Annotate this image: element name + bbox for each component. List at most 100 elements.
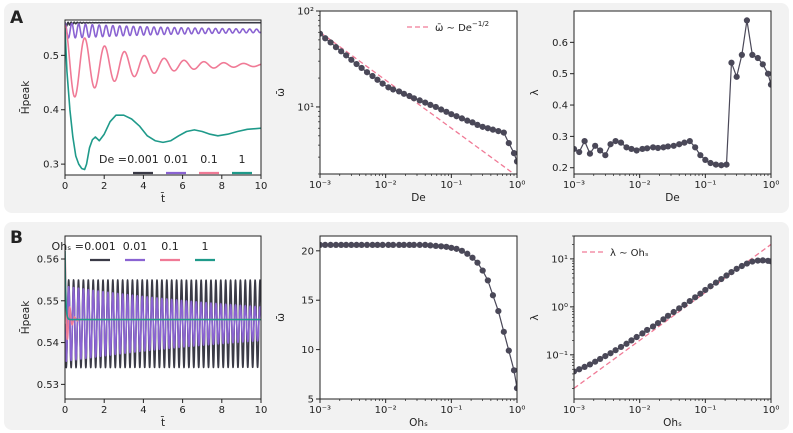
data-point bbox=[343, 241, 350, 248]
series-line-0.01 bbox=[65, 21, 261, 39]
data-point bbox=[432, 103, 439, 111]
data-point bbox=[495, 128, 502, 135]
chart-B2: 10⁻³ 10⁻² 10⁻¹ 10⁰ 5 10 15 20 Ohₛ ω̄ bbox=[275, 235, 526, 429]
data-point bbox=[681, 139, 688, 146]
data-point bbox=[664, 312, 672, 319]
data-point bbox=[686, 297, 693, 305]
data-point bbox=[670, 142, 677, 149]
data-point bbox=[438, 106, 445, 113]
data-point bbox=[723, 272, 730, 279]
reference-line bbox=[320, 31, 516, 174]
data-point bbox=[379, 80, 386, 87]
data-point bbox=[592, 142, 599, 149]
data-point bbox=[581, 137, 588, 145]
plot-frame bbox=[319, 235, 518, 400]
x-tick-label: 6 bbox=[179, 181, 185, 192]
x-tick-label: 10 bbox=[255, 405, 268, 416]
data-point bbox=[576, 366, 583, 373]
data-point bbox=[581, 363, 588, 371]
series-line-0.001 bbox=[65, 21, 261, 27]
data-point bbox=[484, 125, 491, 132]
legend-label: 0.01 bbox=[123, 240, 148, 253]
data-point bbox=[602, 152, 609, 159]
data-point bbox=[343, 52, 350, 59]
data-point bbox=[707, 283, 714, 290]
series-line-1 bbox=[65, 28, 261, 171]
x-axis-label: t̄ bbox=[160, 192, 165, 205]
data-point bbox=[749, 258, 756, 265]
data-point bbox=[500, 328, 507, 335]
y-tick-label: 20 bbox=[301, 246, 314, 257]
data-point bbox=[505, 347, 512, 354]
data-point bbox=[385, 84, 392, 91]
x-axis-label: Ohₛ bbox=[663, 417, 682, 429]
data-point bbox=[510, 150, 517, 157]
plot-content bbox=[320, 241, 517, 392]
data-point bbox=[327, 39, 334, 46]
data-point bbox=[327, 241, 334, 248]
data-point bbox=[754, 54, 761, 62]
data-point bbox=[416, 241, 423, 248]
data-point bbox=[702, 286, 709, 294]
data-point bbox=[458, 115, 466, 122]
data-point bbox=[728, 59, 735, 66]
data-point bbox=[479, 267, 486, 274]
data-point bbox=[390, 86, 397, 93]
data-point bbox=[458, 247, 466, 254]
data-point bbox=[697, 152, 704, 159]
data-point bbox=[743, 260, 751, 267]
x-axis-label: Ohₛ bbox=[409, 417, 428, 429]
data-point bbox=[338, 241, 345, 248]
data-point bbox=[358, 241, 365, 248]
data-point bbox=[505, 139, 512, 147]
data-point bbox=[660, 316, 667, 323]
data-point bbox=[484, 277, 491, 284]
data-point bbox=[363, 241, 371, 248]
data-point bbox=[633, 147, 640, 154]
data-point bbox=[623, 144, 630, 151]
data-point bbox=[448, 244, 455, 251]
x-tick-label: 10⁰ bbox=[763, 180, 780, 191]
data-point bbox=[400, 90, 408, 97]
data-point bbox=[438, 243, 445, 250]
x-tick-label: 2 bbox=[101, 181, 107, 192]
data-point bbox=[628, 337, 635, 344]
plot-content bbox=[320, 30, 517, 174]
x-tick-label: 10⁻² bbox=[375, 180, 397, 191]
data-point bbox=[586, 150, 594, 157]
data-point bbox=[702, 156, 709, 163]
data-point bbox=[469, 119, 476, 126]
x-tick-label: 10⁻³ bbox=[309, 180, 331, 191]
data-point bbox=[759, 61, 766, 68]
data-point bbox=[410, 241, 418, 248]
data-point bbox=[348, 241, 355, 248]
chart-A3: 10⁻³ 10⁻² 10⁻¹ 10⁰ 0.2 0.3 0.4 0.5 0.6 De λ bbox=[529, 10, 780, 204]
data-point bbox=[448, 111, 455, 118]
data-point bbox=[358, 64, 365, 72]
data-point bbox=[733, 73, 740, 80]
data-point bbox=[427, 242, 434, 249]
data-point bbox=[489, 292, 497, 299]
data-point bbox=[348, 56, 355, 63]
y-axis-label: ω̄ bbox=[275, 313, 287, 322]
y-axis-label: ω̄ bbox=[275, 88, 287, 97]
data-point bbox=[322, 35, 329, 42]
y-tick-label: 10 bbox=[301, 345, 314, 356]
y-axis-label: λ bbox=[529, 89, 541, 95]
y-axis-label: H̄peak bbox=[19, 300, 32, 334]
x-tick-label: 10⁰ bbox=[509, 405, 526, 416]
data-point bbox=[628, 145, 635, 153]
data-point bbox=[322, 241, 329, 248]
data-point bbox=[363, 69, 371, 76]
x-tick-label: 10⁻³ bbox=[309, 405, 331, 416]
data-point bbox=[338, 48, 345, 55]
y-tick-label: 0.56 bbox=[37, 254, 59, 265]
data-point bbox=[410, 95, 418, 102]
data-point bbox=[320, 30, 324, 37]
data-point bbox=[586, 361, 594, 368]
data-point bbox=[692, 294, 699, 301]
x-tick-label: 8 bbox=[219, 181, 225, 192]
data-point bbox=[743, 17, 751, 24]
